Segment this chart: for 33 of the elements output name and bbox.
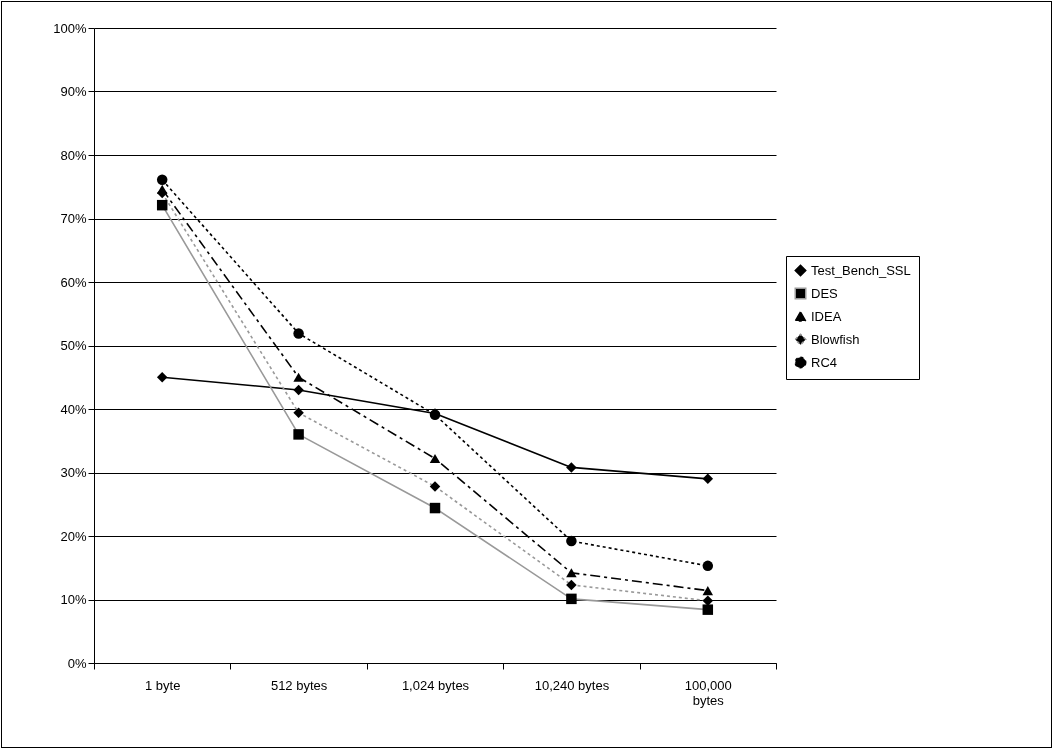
x-tick-label: 512 bytes (270, 677, 328, 693)
y-tick-label: 60% (60, 274, 87, 290)
y-tick-label: 50% (60, 338, 87, 353)
y-tick-label: 90% (60, 84, 87, 99)
x-tick-label: 10,240 bytes (534, 677, 610, 693)
legend-label: IDEA (811, 308, 842, 324)
y-tick-label: 80% (60, 147, 87, 163)
point (293, 372, 304, 382)
y-tick-label: 100% (53, 20, 87, 36)
y-tick-label: 10% (60, 592, 87, 607)
y-tick-label: 40% (60, 401, 87, 417)
y-tick-label: 30% (60, 465, 87, 480)
x-tick-label: 100,000 bytes (684, 677, 732, 708)
point (566, 535, 577, 547)
point (156, 372, 168, 383)
point (702, 473, 714, 485)
point (702, 586, 714, 596)
point (566, 462, 577, 473)
y-tick-label: 70% (60, 211, 87, 226)
legend-label: RC4 (811, 354, 838, 370)
point (702, 560, 714, 572)
legend-label: DES (811, 285, 839, 301)
point (293, 328, 304, 339)
y-tick-label: 20% (60, 528, 87, 544)
point (566, 568, 577, 578)
legend-label: Blowfish (811, 331, 860, 347)
x-tick-label: 1,024 bytes (401, 677, 470, 693)
point (156, 174, 168, 185)
legend-label: Test_Bench_SSL (811, 262, 911, 278)
point (293, 384, 304, 396)
x-tick-label: 1 byte (144, 677, 181, 693)
point (429, 453, 441, 464)
y-tick-label: 0% (67, 655, 87, 671)
